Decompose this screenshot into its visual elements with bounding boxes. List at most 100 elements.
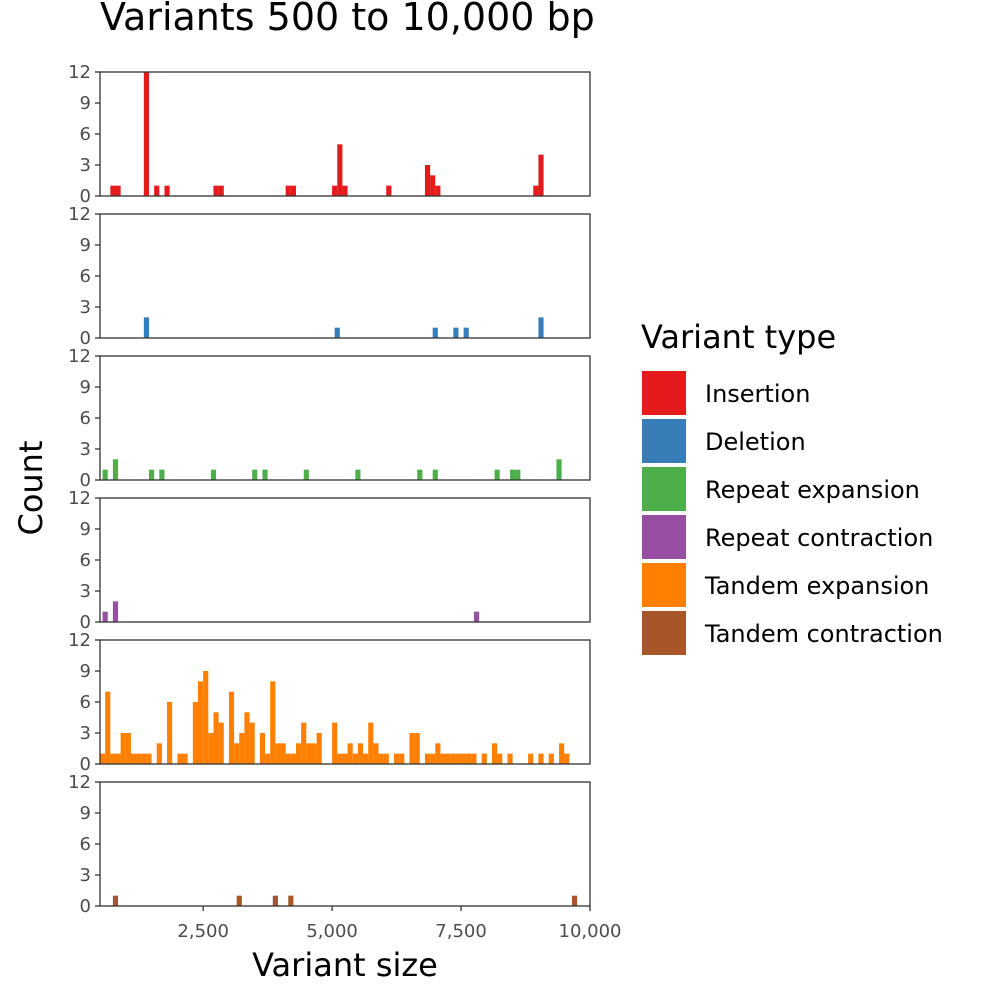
bar-tandem-expansion <box>259 733 266 764</box>
bar-tandem-expansion <box>414 733 420 764</box>
bar-tandem-expansion <box>337 753 343 764</box>
bar-repeat-expansion <box>355 469 361 480</box>
legend-label: Tandem expansion <box>704 572 929 600</box>
bar-insertion <box>435 185 441 196</box>
bar-tandem-expansion <box>347 743 353 764</box>
bar-tandem-expansion <box>481 753 487 764</box>
bar-repeat-expansion <box>252 469 258 480</box>
bar-tandem-expansion <box>218 722 224 764</box>
bar-tandem-expansion <box>239 733 245 764</box>
bar-tandem-contraction <box>236 895 242 906</box>
bar-insertion <box>337 144 343 196</box>
y-tick-label: 12 <box>68 346 91 367</box>
bar-insertion <box>430 175 436 196</box>
bar-tandem-expansion <box>228 691 235 764</box>
bar-tandem-expansion <box>311 743 317 764</box>
bar-tandem-expansion <box>435 743 441 764</box>
y-tick-label: 12 <box>68 204 91 225</box>
bar-tandem-expansion <box>471 753 477 764</box>
bar-tandem-expansion <box>450 753 456 764</box>
bar-tandem-expansion <box>368 722 374 764</box>
bar-tandem-expansion <box>373 743 379 764</box>
bar-tandem-expansion <box>249 722 255 764</box>
legend-swatch <box>640 465 688 513</box>
legend-item-repeat-contraction: Repeat contraction <box>640 513 933 561</box>
bar-tandem-expansion <box>378 753 384 764</box>
legend-label: Repeat expansion <box>705 476 920 504</box>
bar-tandem-expansion <box>363 753 369 764</box>
bar-tandem-contraction <box>288 895 294 906</box>
bar-tandem-expansion <box>296 743 302 764</box>
bar-tandem-expansion <box>244 712 250 764</box>
bar-tandem-expansion <box>136 753 142 764</box>
bar-tandem-expansion <box>316 733 322 764</box>
y-tick-label: 3 <box>80 439 91 460</box>
legend-item-repeat-expansion: Repeat expansion <box>640 465 920 513</box>
bar-tandem-expansion <box>559 743 565 764</box>
bar-repeat-expansion <box>417 469 423 480</box>
legend-label: Insertion <box>705 380 810 408</box>
x-tick-label: 10,000 <box>559 921 622 942</box>
bar-tandem-expansion <box>538 753 544 764</box>
bar-insertion <box>218 185 224 196</box>
y-tick-label: 6 <box>80 550 91 571</box>
y-tick-label: 3 <box>80 723 91 744</box>
bar-repeat-expansion <box>556 459 562 480</box>
y-tick-label: 12 <box>68 488 91 509</box>
bar-tandem-expansion <box>528 753 534 764</box>
bar-repeat-expansion <box>432 469 438 480</box>
legend-item-tandem-contraction: Tandem contraction <box>640 609 943 657</box>
bar-tandem-expansion <box>383 753 389 764</box>
bar-repeat-expansion <box>515 469 521 480</box>
legend-items: Insertion Deletion Repeat expansion Repeat … <box>640 369 943 657</box>
bar-deletion <box>334 327 340 338</box>
legend-swatch <box>640 417 688 465</box>
bar-repeat-expansion <box>210 469 217 480</box>
x-tick-label: 2,500 <box>177 921 229 942</box>
bar-insertion <box>533 185 539 196</box>
bar-insertion <box>290 185 296 196</box>
x-axis: 2,500 5,000 7,500 10,000 <box>177 906 621 942</box>
panel-border <box>99 355 591 481</box>
bar-tandem-contraction <box>112 895 119 906</box>
legend-label: Tandem contraction <box>704 620 943 648</box>
y-tick-label: 12 <box>68 62 91 83</box>
y-tick-label: 9 <box>80 93 91 114</box>
bar-tandem-expansion <box>234 743 240 764</box>
bar-tandem-expansion <box>280 743 286 764</box>
bar-tandem-expansion <box>306 743 312 764</box>
bar-tandem-contraction <box>272 895 278 906</box>
y-tick-label: 6 <box>80 834 91 855</box>
x-tick-label: 5,000 <box>306 921 358 942</box>
bar-insertion <box>154 185 160 196</box>
panel-insertion: 0 3 6 9 12 <box>68 62 591 207</box>
legend-label: Repeat contraction <box>705 524 933 552</box>
y-axis-title: Count <box>12 440 50 535</box>
panel-border <box>99 71 591 197</box>
bar-deletion <box>432 327 438 338</box>
bar-tandem-expansion <box>430 753 436 764</box>
bar-tandem-expansion <box>301 722 307 764</box>
bar-tandem-expansion <box>445 753 451 764</box>
bar-tandem-expansion <box>424 753 431 764</box>
panel-border <box>99 213 591 339</box>
bar-repeat-expansion <box>262 469 268 480</box>
y-tick-label: 6 <box>80 692 91 713</box>
y-tick-label: 0 <box>80 896 91 917</box>
y-tick-label: 0 <box>80 470 91 491</box>
panel-repeat-expansion: 0 3 6 9 12 <box>68 346 591 491</box>
bar-tandem-expansion <box>105 691 111 764</box>
bar-tandem-expansion <box>507 753 513 764</box>
x-tick-label: 7,500 <box>435 921 487 942</box>
panel-border <box>99 497 591 623</box>
bar-tandem-expansion <box>466 753 472 764</box>
legend-title: Variant type <box>641 318 836 356</box>
y-tick-label: 12 <box>68 772 91 793</box>
legend-label: Deletion <box>705 428 806 456</box>
bar-tandem-expansion <box>141 753 147 764</box>
bar-tandem-expansion <box>342 753 348 764</box>
bar-insertion <box>213 185 219 196</box>
bar-tandem-expansion <box>120 733 126 764</box>
chart-title: Variants 500 to 10,000 bp <box>100 0 595 39</box>
